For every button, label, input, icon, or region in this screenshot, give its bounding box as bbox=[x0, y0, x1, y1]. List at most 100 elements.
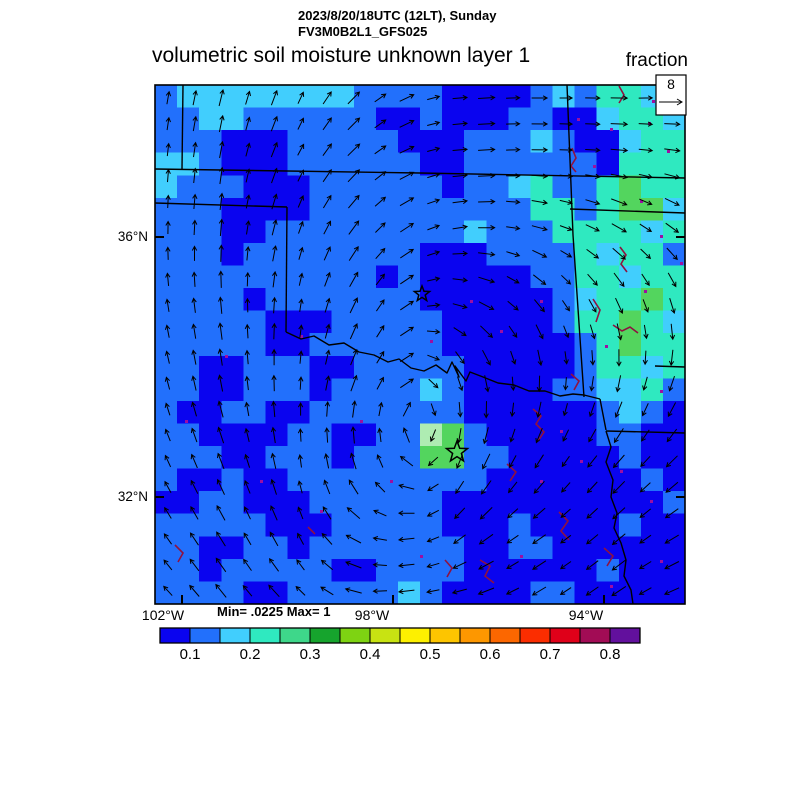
wind-arrow bbox=[374, 145, 387, 155]
moisture-cell bbox=[464, 491, 487, 515]
moisture-cell bbox=[353, 581, 377, 605]
wind-arrow bbox=[531, 121, 549, 127]
wind-arrow bbox=[665, 481, 679, 493]
colorbar-segment bbox=[369, 627, 401, 644]
moisture-cell bbox=[331, 197, 355, 221]
moisture-cell bbox=[375, 333, 399, 357]
wind-arrow bbox=[348, 245, 359, 261]
wind-arrow bbox=[532, 274, 547, 286]
river-dot bbox=[593, 165, 596, 168]
wind-arrow bbox=[164, 402, 171, 416]
moisture-cell bbox=[640, 423, 664, 447]
moisture-cell bbox=[596, 513, 620, 537]
moisture-cell bbox=[199, 265, 222, 289]
wind-arrow bbox=[612, 247, 626, 260]
wind-arrow bbox=[534, 454, 544, 469]
wind-arrow bbox=[397, 588, 415, 595]
moisture-cell bbox=[397, 130, 421, 154]
wind-arrow bbox=[452, 146, 469, 153]
moisture-cell bbox=[574, 378, 598, 402]
wind-arrow bbox=[245, 168, 251, 183]
moisture-cell bbox=[486, 242, 509, 267]
wind-arrow bbox=[452, 95, 469, 101]
moisture-cell bbox=[508, 333, 531, 357]
moisture-cell bbox=[331, 536, 355, 560]
wind-arrow bbox=[372, 588, 388, 594]
moisture-cell bbox=[397, 220, 421, 244]
wind-arrow bbox=[429, 429, 437, 443]
moisture-cell bbox=[221, 85, 244, 109]
wind-arrow bbox=[615, 297, 624, 315]
moisture-cell bbox=[618, 400, 642, 424]
moisture-cell bbox=[508, 242, 531, 267]
wind-arrow bbox=[428, 378, 439, 389]
wind-arrow bbox=[665, 455, 678, 468]
river-dot bbox=[610, 128, 613, 131]
moisture-cell bbox=[640, 333, 664, 357]
moisture-cell bbox=[265, 333, 288, 357]
moisture-cell bbox=[287, 265, 311, 289]
moisture-cell bbox=[442, 220, 465, 244]
wind-arrow bbox=[270, 426, 277, 444]
moisture-cell bbox=[287, 85, 311, 109]
moisture-cell bbox=[508, 310, 531, 334]
moisture-cell bbox=[486, 152, 509, 176]
moisture-cell bbox=[508, 400, 531, 424]
moisture-cell bbox=[309, 85, 333, 109]
moisture-cell bbox=[155, 468, 178, 492]
state-border-line bbox=[285, 331, 601, 400]
wind-arrow bbox=[163, 585, 173, 596]
moisture-cell bbox=[309, 513, 333, 537]
moisture-cell bbox=[177, 310, 200, 334]
moisture-cell bbox=[420, 175, 443, 199]
wind-arrow bbox=[323, 453, 330, 469]
moisture-cell bbox=[155, 536, 178, 560]
moisture-cell bbox=[199, 378, 222, 402]
wind-arrow bbox=[611, 198, 628, 206]
moisture-cell bbox=[287, 107, 311, 131]
wind-arrow bbox=[217, 374, 224, 392]
colorbar-segment bbox=[549, 627, 581, 644]
moisture-cell bbox=[662, 175, 686, 199]
moisture-cell bbox=[353, 288, 377, 312]
moisture-cell bbox=[596, 130, 620, 154]
moisture-cell bbox=[353, 85, 377, 109]
moisture-cell bbox=[552, 333, 576, 357]
moisture-cell bbox=[662, 423, 686, 447]
wind-arrow bbox=[610, 147, 629, 153]
moisture-cell bbox=[508, 265, 531, 289]
wind-arrow bbox=[191, 349, 197, 365]
wind-arrow bbox=[639, 508, 652, 519]
wind-arrow bbox=[376, 376, 384, 390]
colorbar-segment bbox=[609, 627, 641, 644]
moisture-cell bbox=[574, 242, 598, 267]
moisture-cell bbox=[640, 513, 664, 537]
moisture-cell bbox=[442, 265, 465, 289]
moisture-cell bbox=[596, 581, 620, 605]
wind-arrow bbox=[324, 323, 331, 339]
wind-arrow bbox=[244, 375, 250, 391]
colorbar-tick-label: 0.6 bbox=[479, 646, 501, 663]
moisture-cell bbox=[420, 130, 443, 154]
wind-arrow bbox=[217, 322, 224, 340]
wind-arrow bbox=[456, 428, 462, 444]
moisture-cell bbox=[221, 491, 244, 515]
river-dot bbox=[520, 555, 523, 558]
wind-arrow bbox=[506, 95, 521, 101]
moisture-cell bbox=[530, 536, 553, 560]
wind-arrow bbox=[612, 454, 625, 469]
moisture-cell bbox=[508, 220, 531, 244]
moisture-cell bbox=[552, 355, 576, 379]
wind-arrow bbox=[483, 401, 489, 419]
wind-arrow bbox=[215, 583, 227, 598]
moisture-cell bbox=[155, 288, 178, 312]
wind-arrow bbox=[532, 534, 546, 545]
wind-arrow bbox=[323, 220, 332, 235]
moisture-cell bbox=[596, 400, 620, 424]
river-line bbox=[444, 559, 453, 578]
moisture-cell bbox=[265, 513, 288, 537]
moisture-cell bbox=[221, 197, 244, 221]
moisture-cell bbox=[177, 400, 200, 424]
moisture-cell bbox=[486, 536, 509, 560]
moisture-cell bbox=[331, 152, 355, 176]
